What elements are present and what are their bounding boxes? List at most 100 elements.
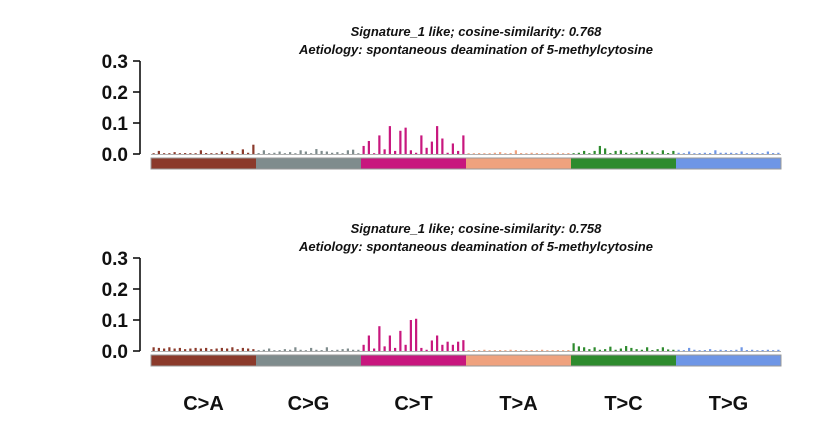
bar bbox=[278, 350, 281, 351]
bar bbox=[451, 143, 454, 154]
bar bbox=[635, 349, 638, 351]
bar bbox=[646, 347, 649, 351]
bar bbox=[740, 151, 743, 154]
bar bbox=[682, 350, 685, 351]
bar bbox=[283, 153, 286, 154]
bar bbox=[325, 347, 328, 351]
bar bbox=[331, 152, 334, 154]
bar bbox=[661, 347, 664, 351]
bar bbox=[352, 149, 355, 154]
bar bbox=[194, 153, 197, 154]
bar bbox=[394, 347, 397, 351]
bar bbox=[252, 144, 255, 154]
bar bbox=[478, 350, 481, 351]
bar bbox=[231, 347, 234, 351]
bar bbox=[289, 152, 292, 154]
bar bbox=[436, 126, 439, 154]
bar bbox=[598, 349, 601, 351]
bar bbox=[483, 153, 486, 154]
bar bbox=[152, 347, 155, 351]
bar bbox=[714, 150, 717, 154]
bar bbox=[357, 153, 360, 154]
bar bbox=[257, 153, 260, 154]
category-band bbox=[676, 158, 781, 169]
bar bbox=[604, 349, 607, 351]
panel-subtitle: Aetiology: spontaneous deamination of 5-… bbox=[298, 42, 653, 57]
bar bbox=[184, 153, 187, 154]
category-label: C>G bbox=[288, 393, 330, 415]
bar bbox=[688, 151, 691, 154]
bar bbox=[651, 350, 654, 351]
bar bbox=[430, 340, 433, 351]
bar bbox=[735, 349, 738, 351]
bar bbox=[205, 153, 208, 154]
bar bbox=[751, 152, 754, 154]
bar bbox=[567, 350, 570, 351]
bar bbox=[735, 153, 738, 154]
bar bbox=[724, 350, 727, 351]
bar bbox=[509, 349, 512, 351]
y-tick-label: 0.2 bbox=[102, 83, 128, 104]
bar bbox=[299, 150, 302, 154]
bar bbox=[346, 348, 349, 351]
bar bbox=[425, 349, 428, 351]
bar bbox=[315, 349, 318, 351]
bar bbox=[278, 151, 281, 154]
y-tick-label: 0.1 bbox=[102, 114, 129, 135]
bar bbox=[157, 347, 160, 351]
bar bbox=[336, 152, 339, 154]
bar bbox=[404, 344, 407, 351]
bar bbox=[556, 350, 559, 351]
bar bbox=[388, 335, 391, 351]
bar bbox=[551, 350, 554, 351]
bar bbox=[499, 350, 502, 351]
category-band bbox=[151, 355, 256, 366]
bar bbox=[252, 349, 255, 351]
bar bbox=[656, 153, 659, 154]
bar bbox=[467, 153, 470, 154]
bar bbox=[420, 347, 423, 351]
bar bbox=[535, 350, 538, 351]
bar bbox=[562, 153, 565, 154]
bar bbox=[451, 344, 454, 351]
bar bbox=[378, 135, 381, 154]
panel-title: Signature_1 like; cosine-similarity: 0.7… bbox=[351, 24, 602, 39]
bar bbox=[294, 347, 297, 351]
bar bbox=[703, 350, 706, 351]
bar bbox=[556, 152, 559, 154]
bar bbox=[289, 349, 292, 351]
bar bbox=[651, 151, 654, 154]
bar bbox=[189, 348, 192, 351]
bar bbox=[630, 153, 633, 154]
bar bbox=[472, 350, 475, 351]
bar bbox=[457, 341, 460, 351]
bar bbox=[635, 152, 638, 154]
bar bbox=[262, 349, 265, 351]
category-band bbox=[361, 158, 466, 169]
bar bbox=[178, 153, 181, 154]
bar bbox=[572, 153, 575, 154]
bar bbox=[236, 153, 239, 154]
bar bbox=[677, 152, 680, 154]
bar bbox=[320, 150, 323, 154]
bar bbox=[409, 320, 412, 351]
bar bbox=[609, 153, 612, 154]
bar bbox=[205, 347, 208, 351]
bar bbox=[730, 350, 733, 351]
bar bbox=[383, 346, 386, 351]
y-tick-label: 0.2 bbox=[102, 280, 128, 301]
bar bbox=[388, 126, 391, 154]
bar bbox=[341, 153, 344, 154]
y-tick-label: 0.0 bbox=[102, 145, 128, 166]
bar bbox=[567, 153, 570, 154]
bar bbox=[693, 153, 696, 154]
bar bbox=[772, 153, 775, 154]
bar bbox=[672, 150, 675, 154]
bar bbox=[415, 318, 418, 351]
bar bbox=[719, 349, 722, 351]
bar bbox=[761, 350, 764, 351]
bar bbox=[367, 335, 370, 351]
category-band bbox=[571, 158, 676, 169]
bar bbox=[535, 153, 538, 154]
bar bbox=[682, 153, 685, 154]
